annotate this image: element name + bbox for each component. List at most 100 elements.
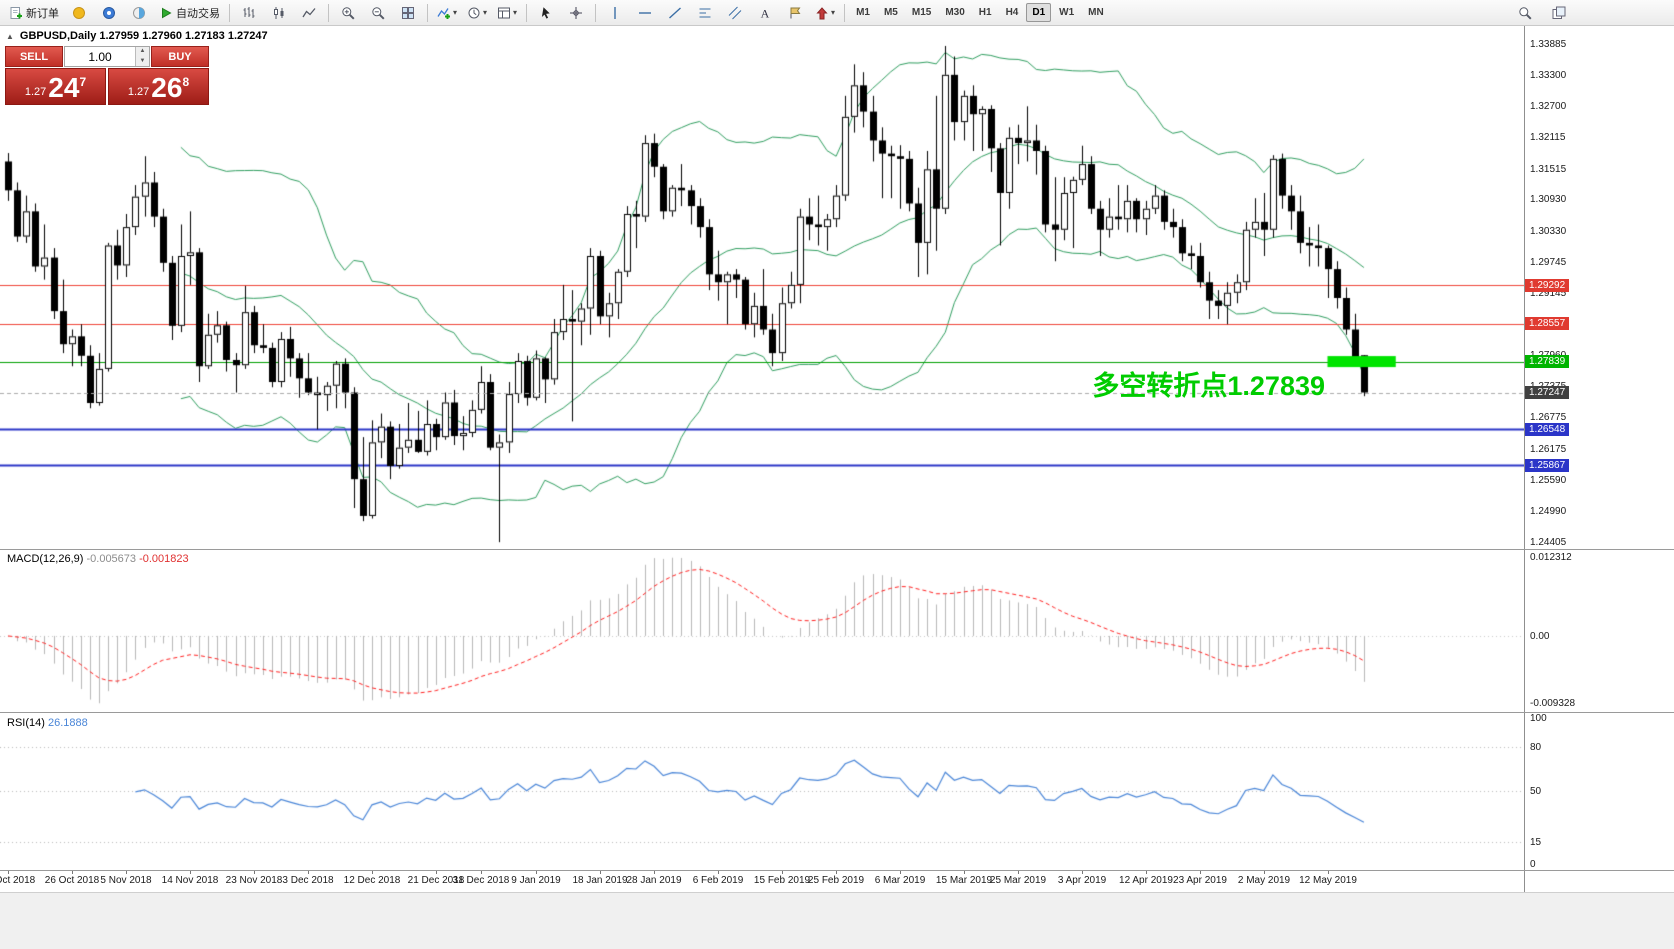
fibonacci-icon [698, 6, 712, 20]
new-window-icon [1552, 6, 1566, 20]
indicators-button[interactable]: ▾ [433, 2, 461, 24]
crosshair-button[interactable] [562, 2, 590, 24]
new-window-button[interactable] [1545, 2, 1573, 24]
toolbar-separator [844, 3, 846, 22]
price-tick: 1.30930 [1530, 194, 1567, 206]
toolbar-separator [427, 3, 428, 22]
zoom-out-button[interactable] [364, 2, 392, 24]
templates-button[interactable]: ▾ [493, 2, 521, 24]
macd-canvas[interactable] [0, 549, 1524, 712]
time-label: 3 Dec 2018 [282, 875, 334, 886]
time-tick [600, 870, 601, 874]
timeframe-h1[interactable]: H1 [978, 7, 992, 18]
timeframe-h4[interactable]: H4 [1005, 7, 1019, 18]
price-tick: 1.29145 [1530, 288, 1567, 299]
volume-up-icon[interactable]: ▲ [136, 47, 149, 57]
sell-button[interactable]: SELL [5, 46, 63, 67]
line-chart-button[interactable] [295, 2, 323, 24]
main-chart-canvas[interactable] [0, 26, 1524, 549]
candlestick-chart-icon [272, 6, 286, 20]
bar-chart-button[interactable] [235, 2, 263, 24]
community-button[interactable] [95, 2, 123, 24]
volume-control[interactable]: 1.00 ▲ ▼ [64, 46, 150, 67]
community-icon [102, 6, 116, 20]
mql5-button[interactable] [65, 2, 93, 24]
macd-scale-label: -0.009328 [1530, 698, 1576, 709]
time-tick [836, 870, 837, 874]
text-button[interactable]: A [751, 2, 779, 24]
crosshair-icon [569, 6, 583, 20]
volume-spinner[interactable]: ▲ ▼ [135, 47, 149, 66]
rsi-pane-separator[interactable] [0, 712, 1674, 713]
macd-pane-separator[interactable] [0, 549, 1674, 550]
candlestick-chart-button[interactable] [265, 2, 293, 24]
price-tick: 1.24405 [1530, 536, 1567, 548]
sell-price-box[interactable]: 1.27 24 7 [5, 68, 106, 105]
chart-info-line: GBPUSD,Daily 1.27959 1.27960 1.27183 1.2… [19, 30, 268, 42]
timeframe-mn[interactable]: MN [1088, 7, 1104, 18]
time-label: 28 Jan 2019 [626, 875, 682, 886]
bid-price-tag: 1.27247 [1525, 386, 1570, 400]
time-tick [654, 870, 655, 874]
timeframe-m30[interactable]: M30 [945, 7, 965, 18]
time-label: 6 Feb 2019 [692, 875, 744, 886]
templates-icon [497, 6, 511, 20]
vertical-line-button[interactable] [601, 2, 629, 24]
sell-price-sup: 7 [79, 75, 87, 89]
volume-value[interactable]: 1.00 [88, 49, 112, 64]
timeframe-m5[interactable]: M5 [883, 7, 898, 18]
hline-price-tag: 1.26548 [1525, 422, 1570, 436]
time-label: 9 Jan 2019 [511, 875, 561, 886]
volume-down-icon[interactable]: ▼ [136, 56, 149, 66]
timeframe-w1[interactable]: W1 [1059, 7, 1075, 18]
periods-button[interactable]: ▾ [463, 2, 491, 24]
price-tick: 1.31515 [1530, 163, 1567, 175]
buy-price-prefix: 1.27 [127, 86, 150, 98]
timeframe-m15[interactable]: M15 [911, 7, 932, 18]
fibonacci-button[interactable] [691, 2, 719, 24]
price-tick: 1.29745 [1530, 256, 1567, 268]
time-tick [1328, 870, 1329, 874]
text-label-button[interactable] [781, 2, 809, 24]
text-icon: A [758, 6, 772, 20]
zoom-in-icon [341, 6, 355, 20]
svg-text:A: A [761, 6, 770, 20]
arrows-button[interactable]: ▾ [811, 2, 839, 24]
time-tick [964, 870, 965, 874]
channel-button[interactable] [721, 2, 749, 24]
toolbar-right-group [1511, 2, 1573, 24]
time-tick [190, 870, 191, 874]
search-button[interactable] [1511, 2, 1539, 24]
timeframe-m1[interactable]: M1 [856, 7, 870, 18]
buy-button[interactable]: BUY [151, 46, 209, 67]
cursor-button[interactable] [532, 2, 560, 24]
zoom-in-button[interactable] [334, 2, 362, 24]
metatrader-button[interactable] [125, 2, 153, 24]
sell-price-big: 24 [48, 72, 80, 103]
rsi-canvas[interactable] [0, 712, 1524, 870]
time-tick [481, 870, 482, 874]
price-tick: 1.32700 [1530, 101, 1567, 113]
rsi-label: RSI(14) 26.1888 [7, 717, 88, 729]
time-tick [1146, 870, 1147, 874]
one-click-trading-panel: SELL 1.00 ▲ ▼ BUY 1.27 24 7 1.27 26 8 [5, 46, 209, 105]
horizontal-line-button[interactable] [631, 2, 659, 24]
price-tick: 1.25590 [1530, 474, 1567, 486]
new-order-button[interactable]: 新订单 [5, 2, 63, 24]
rsi-name: RSI(14) [7, 717, 45, 729]
trendline-button[interactable] [661, 2, 689, 24]
time-label: 23 Apr 2019 [1173, 875, 1227, 886]
price-axis-separator [1524, 26, 1525, 892]
sell-price-prefix: 1.27 [24, 86, 47, 98]
auto-trading-label: 自动交易 [176, 7, 220, 20]
macd-scale-label: 0.012312 [1530, 552, 1572, 563]
buy-price-box[interactable]: 1.27 26 8 [108, 68, 209, 105]
hline-price-tag: 1.25867 [1525, 458, 1570, 472]
time-tick [1200, 870, 1201, 874]
metatrader-icon [132, 6, 146, 20]
time-tick [126, 870, 127, 874]
timeframe-d1[interactable]: D1 [1026, 3, 1052, 22]
collapse-panel-icon[interactable]: ▲ [6, 31, 14, 41]
auto-trading-button[interactable]: 自动交易 [155, 2, 224, 24]
tile-windows-button[interactable] [394, 2, 422, 24]
